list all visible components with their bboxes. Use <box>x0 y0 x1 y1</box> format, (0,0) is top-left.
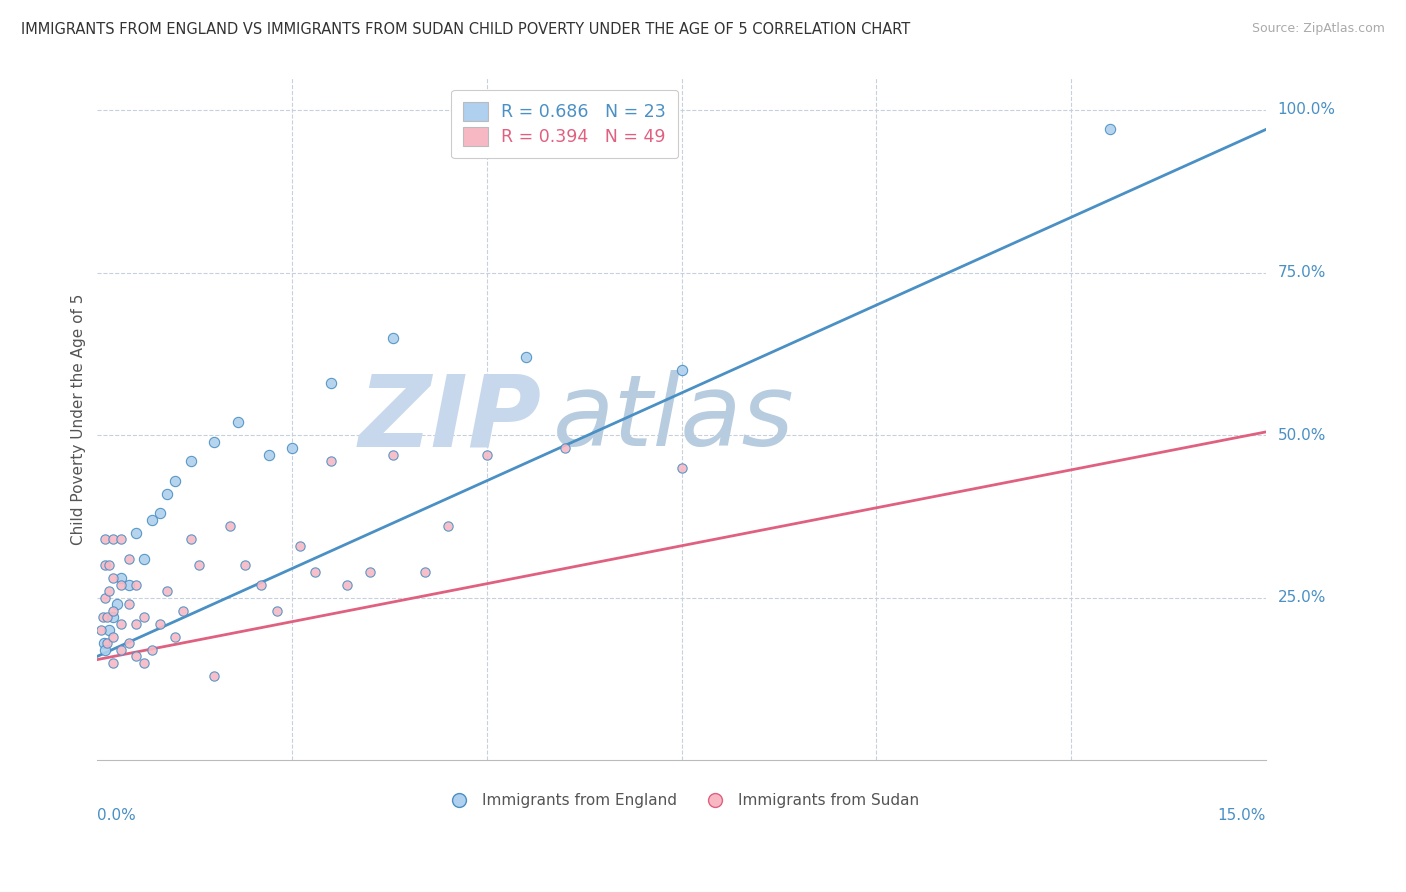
Point <box>125 525 148 540</box>
Point <box>554 441 576 455</box>
Point <box>105 597 128 611</box>
Point <box>94 533 117 547</box>
Y-axis label: Child Poverty Under the Age of 5: Child Poverty Under the Age of 5 <box>72 293 86 545</box>
Point <box>93 636 115 650</box>
Point <box>125 578 148 592</box>
Point <box>319 454 342 468</box>
Point <box>125 649 148 664</box>
Point <box>110 616 132 631</box>
Point <box>101 604 124 618</box>
Point <box>91 610 114 624</box>
Point <box>165 630 187 644</box>
Point <box>98 558 121 573</box>
Point <box>336 578 359 592</box>
Point <box>132 610 155 624</box>
Text: ZIP: ZIP <box>359 370 541 467</box>
Point <box>94 643 117 657</box>
Point <box>165 474 187 488</box>
Point <box>304 565 326 579</box>
Point <box>125 616 148 631</box>
Point <box>382 448 405 462</box>
Point <box>187 558 209 573</box>
Text: Source: ZipAtlas.com: Source: ZipAtlas.com <box>1251 22 1385 36</box>
Point <box>202 434 225 449</box>
Point <box>98 624 121 638</box>
Point <box>1099 122 1122 136</box>
Text: IMMIGRANTS FROM ENGLAND VS IMMIGRANTS FROM SUDAN CHILD POVERTY UNDER THE AGE OF : IMMIGRANTS FROM ENGLAND VS IMMIGRANTS FR… <box>21 22 910 37</box>
Point <box>359 565 381 579</box>
Point <box>96 636 118 650</box>
Point <box>172 604 194 618</box>
Point <box>156 486 179 500</box>
Point <box>110 578 132 592</box>
Point <box>149 506 172 520</box>
Text: 100.0%: 100.0% <box>1278 103 1336 118</box>
Text: atlas: atlas <box>553 370 794 467</box>
Point <box>413 565 436 579</box>
Text: 75.0%: 75.0% <box>1278 265 1326 280</box>
Point <box>141 643 163 657</box>
Point <box>382 330 405 344</box>
Point <box>266 604 288 618</box>
Point <box>101 533 124 547</box>
Point <box>110 643 132 657</box>
Point <box>235 558 257 573</box>
Point <box>94 558 117 573</box>
Text: 50.0%: 50.0% <box>1278 427 1326 442</box>
Point <box>110 571 132 585</box>
Point <box>671 363 693 377</box>
Point <box>515 350 537 364</box>
Point <box>288 539 311 553</box>
Point <box>226 415 249 429</box>
Point <box>437 519 460 533</box>
Point <box>202 669 225 683</box>
Point <box>117 636 139 650</box>
Point <box>117 578 139 592</box>
Point <box>117 551 139 566</box>
Point <box>96 610 118 624</box>
Point <box>141 513 163 527</box>
Point <box>250 578 273 592</box>
Text: 25.0%: 25.0% <box>1278 591 1326 606</box>
Point <box>156 584 179 599</box>
Text: 0.0%: 0.0% <box>97 808 136 823</box>
Point <box>98 584 121 599</box>
Point <box>319 376 342 391</box>
Text: 15.0%: 15.0% <box>1218 808 1265 823</box>
Point <box>94 591 117 605</box>
Point <box>149 616 172 631</box>
Point <box>671 460 693 475</box>
Point <box>218 519 240 533</box>
Point <box>101 656 124 670</box>
Point <box>90 624 112 638</box>
Point <box>475 448 498 462</box>
Point <box>132 551 155 566</box>
Point <box>132 656 155 670</box>
Point <box>281 441 304 455</box>
Point <box>101 630 124 644</box>
Point <box>117 597 139 611</box>
Point <box>180 454 202 468</box>
Legend: Immigrants from England, Immigrants from Sudan: Immigrants from England, Immigrants from… <box>437 787 925 814</box>
Point <box>257 448 280 462</box>
Point <box>101 571 124 585</box>
Point <box>180 533 202 547</box>
Point <box>101 610 124 624</box>
Point <box>110 533 132 547</box>
